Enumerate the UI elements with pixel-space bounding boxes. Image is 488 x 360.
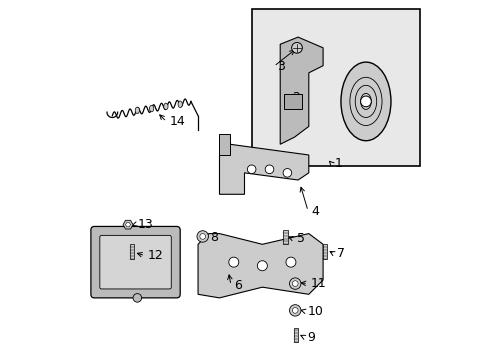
Bar — [130, 244, 134, 258]
Polygon shape — [219, 134, 230, 155]
Circle shape — [289, 305, 300, 316]
FancyBboxPatch shape — [100, 235, 171, 289]
Circle shape — [292, 281, 298, 287]
Polygon shape — [198, 234, 323, 298]
Text: 11: 11 — [310, 277, 326, 290]
Text: 8: 8 — [209, 231, 217, 244]
Text: 13: 13 — [137, 218, 153, 231]
Text: 4: 4 — [310, 204, 318, 217]
FancyBboxPatch shape — [91, 226, 180, 298]
Bar — [294, 328, 298, 342]
Ellipse shape — [149, 105, 153, 112]
Ellipse shape — [178, 101, 182, 108]
Bar — [283, 230, 287, 244]
Bar — [251, 9, 419, 166]
Circle shape — [228, 257, 238, 267]
Circle shape — [197, 231, 208, 242]
Circle shape — [247, 165, 255, 174]
Text: 2: 2 — [291, 91, 299, 104]
Text: 5: 5 — [296, 233, 304, 246]
Circle shape — [283, 168, 291, 177]
Circle shape — [264, 165, 273, 174]
Circle shape — [133, 294, 142, 302]
Polygon shape — [123, 220, 133, 229]
Text: 10: 10 — [307, 305, 323, 318]
Circle shape — [360, 96, 370, 107]
Circle shape — [257, 261, 267, 271]
Text: 1: 1 — [334, 157, 342, 170]
Text: 7: 7 — [337, 247, 345, 260]
Bar — [322, 244, 326, 258]
Circle shape — [200, 234, 205, 239]
Ellipse shape — [340, 62, 390, 141]
Circle shape — [292, 307, 298, 313]
Text: 6: 6 — [233, 279, 241, 292]
Circle shape — [291, 42, 302, 53]
Text: 14: 14 — [169, 115, 185, 128]
Ellipse shape — [163, 103, 168, 110]
Circle shape — [289, 278, 300, 289]
Text: 3: 3 — [276, 60, 284, 73]
Polygon shape — [280, 37, 323, 144]
Text: 9: 9 — [307, 331, 315, 344]
Ellipse shape — [135, 107, 139, 113]
Bar — [283, 94, 301, 109]
Polygon shape — [125, 222, 130, 227]
Text: 12: 12 — [148, 249, 163, 262]
Circle shape — [285, 257, 295, 267]
Polygon shape — [219, 144, 308, 194]
